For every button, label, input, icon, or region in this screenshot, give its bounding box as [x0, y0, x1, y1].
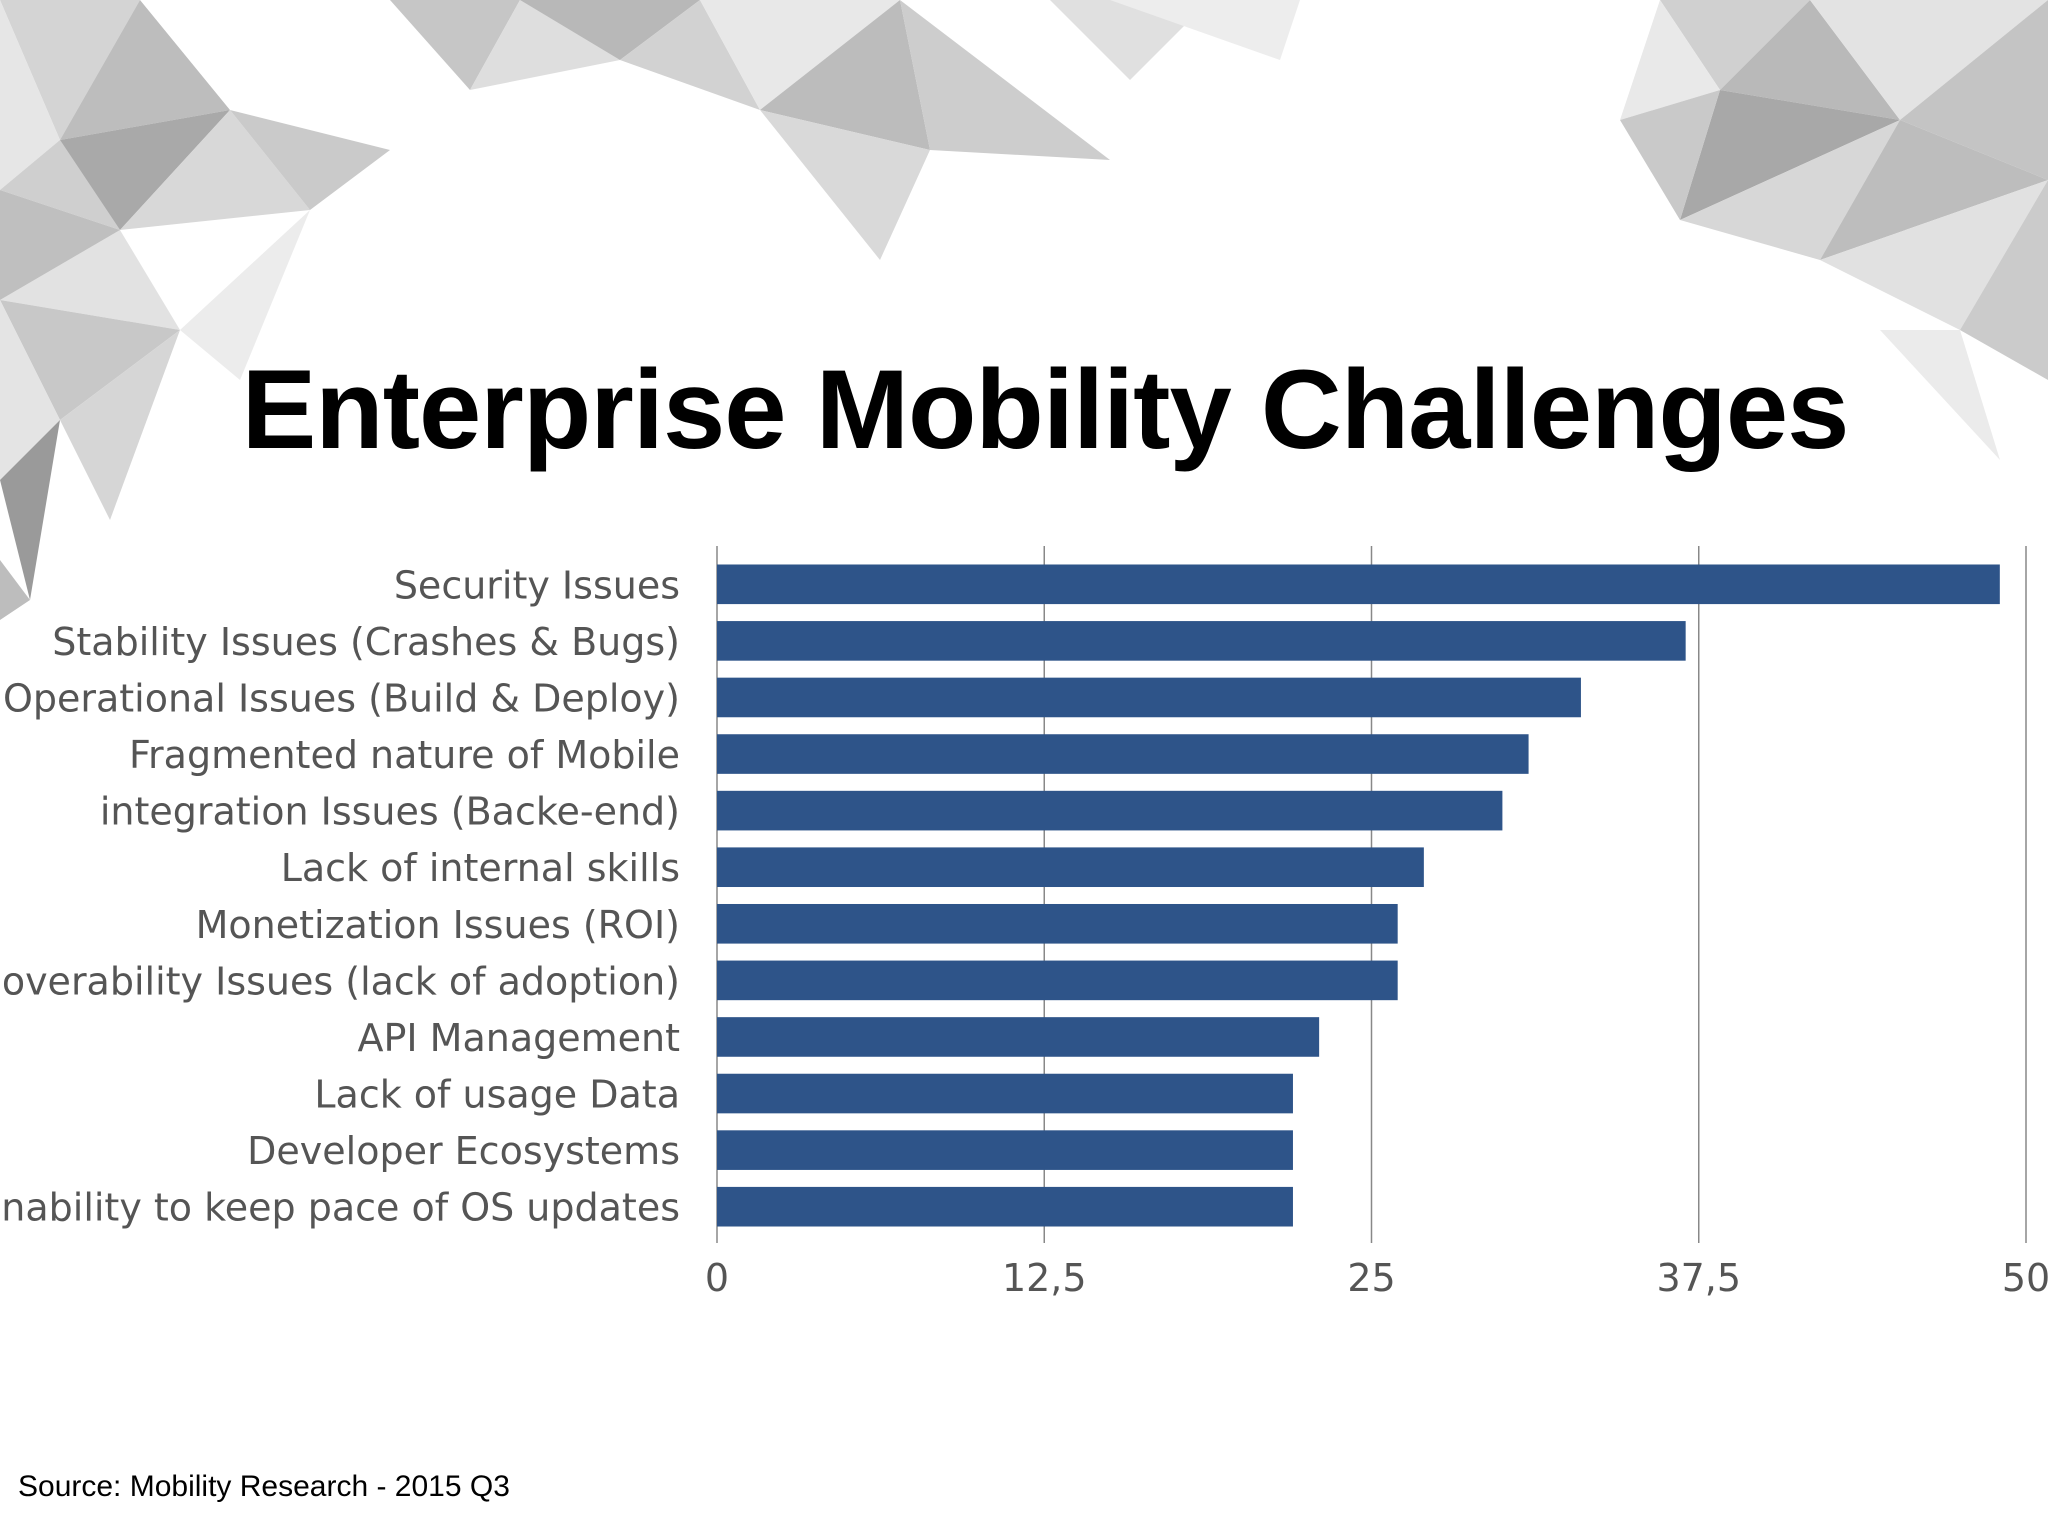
bar-2: [717, 677, 1581, 718]
bar-4: [717, 790, 1503, 831]
category-label-0: Security Issues: [394, 563, 680, 607]
page-title: Enterprise Mobility Challenges: [241, 347, 1850, 472]
x-tick-label-0: 0: [705, 1256, 729, 1300]
category-label-6: Monetization Issues (ROI): [196, 903, 680, 947]
category-label-4: integration Issues (Backe-end): [100, 790, 680, 834]
bar-chart: Security Issues Stability Issues (Crashes…: [0, 546, 2048, 1300]
bar-3: [717, 734, 1529, 774]
category-label-3: Fragmented nature of Mobile: [129, 733, 680, 777]
bar-10: [717, 1130, 1293, 1170]
category-label-9: Lack of usage Data: [314, 1073, 680, 1117]
bar-0: [717, 564, 2000, 605]
x-tick-label-2: 25: [1347, 1256, 1395, 1300]
bar-7: [717, 960, 1398, 1001]
category-label-10: Developer Ecosystems: [247, 1129, 680, 1173]
category-label-7: Discoverability Issues (lack of adoption…: [0, 959, 680, 1003]
x-tick-label-1: 12,5: [1002, 1256, 1087, 1300]
bar-5: [717, 847, 1424, 888]
geometric-background-decoration: [0, 0, 2048, 620]
bar-11: [717, 1186, 1293, 1227]
bar-1: [717, 621, 1686, 661]
bar-6: [717, 903, 1398, 944]
x-tick-label-4: 50: [2002, 1256, 2048, 1300]
category-label-1: Stability Issues (Crashes & Bugs): [52, 620, 680, 664]
category-label-2: Operational Issues (Build & Deploy): [3, 676, 680, 720]
bar-9: [717, 1073, 1293, 1114]
category-label-11: Inability to keep pace of OS updates: [0, 1186, 680, 1230]
source-note: Source: Mobility Research - 2015 Q3: [18, 1470, 510, 1503]
category-label-8: API Management: [357, 1016, 680, 1060]
bar-8: [717, 1017, 1320, 1057]
x-tick-label-3: 37,5: [1656, 1256, 1741, 1300]
category-label-5: Lack of internal skills: [281, 846, 680, 890]
